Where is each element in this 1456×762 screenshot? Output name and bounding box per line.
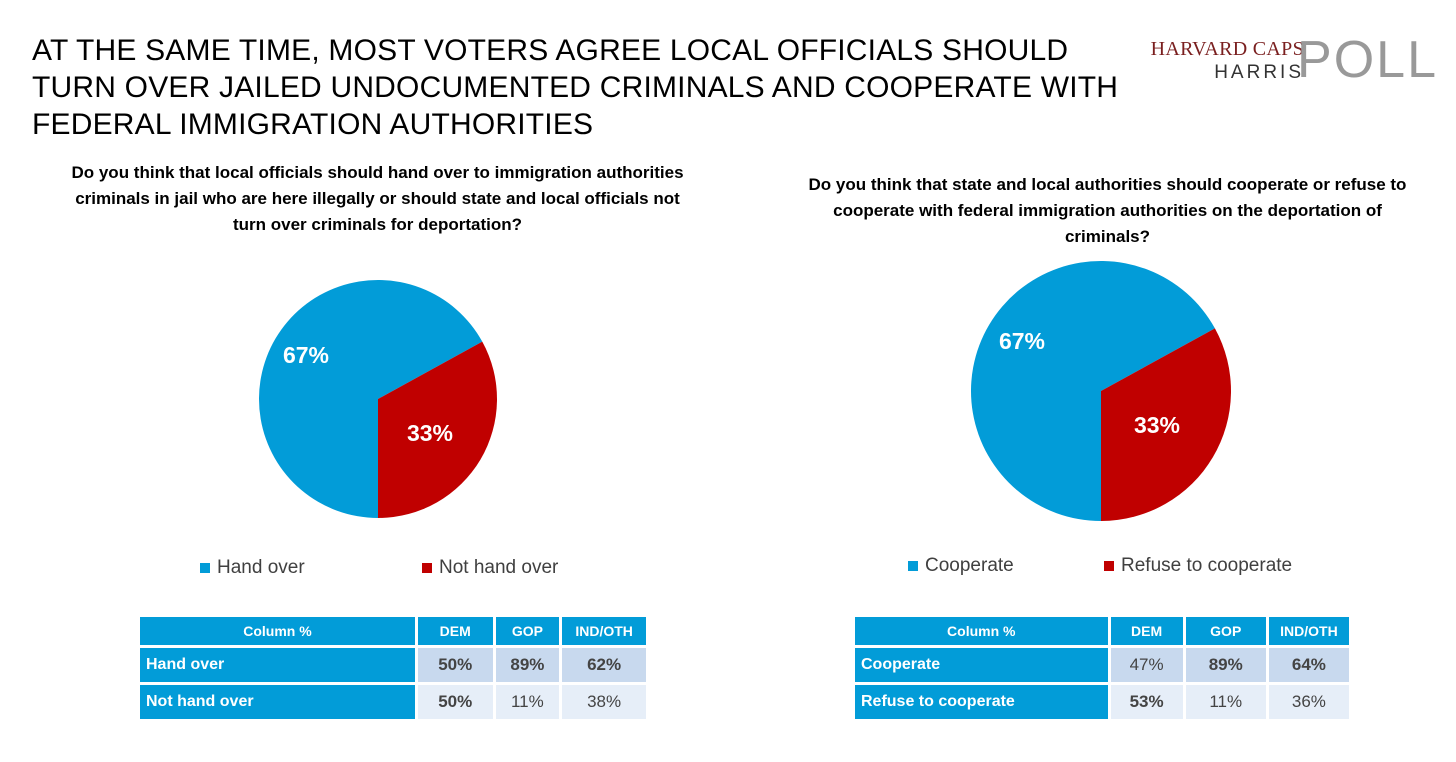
table-cell: 64% <box>1268 648 1349 682</box>
table-header: IND/OTH <box>562 617 646 645</box>
left-crosstab-table: Column % DEM GOP IND/OTH Hand over 50% 8… <box>137 614 649 722</box>
pie-slice-not-hand-over <box>378 341 497 518</box>
legend-label: Hand over <box>217 557 305 578</box>
right-legend: Cooperate Refuse to cooperate <box>908 555 1328 579</box>
pie-slice-cooperate <box>971 261 1215 521</box>
table-cell: 36% <box>1268 685 1349 719</box>
data-label-refuse-to-cooperate: 33% <box>1134 412 1180 438</box>
legend-label: Cooperate <box>925 555 1014 576</box>
row-label: Refuse to cooperate <box>855 685 1108 719</box>
legend-swatch <box>422 563 432 573</box>
row-label: Cooperate <box>855 648 1108 682</box>
table-header: DEM <box>1110 617 1183 645</box>
right-crosstab-table: Column % DEM GOP IND/OTH Cooperate 47% 8… <box>852 614 1352 722</box>
data-label-hand-over: 67% <box>283 342 329 368</box>
table-cell: 50% <box>417 648 493 682</box>
table-cell: 62% <box>562 648 646 682</box>
right-question: Do you think that state and local author… <box>808 175 1407 246</box>
table-header: Column % <box>855 617 1108 645</box>
table-header: Column % <box>140 617 415 645</box>
harvard-caps-harris-poll-logo: HARVARD CAPS HARRIS POLL <box>1148 32 1438 88</box>
logo-line-2: HARRIS <box>1214 62 1304 83</box>
left-legend-item-2: Not hand over <box>422 557 558 579</box>
table-row: Cooperate 47% 89% 64% <box>855 648 1349 682</box>
table-cell: 11% <box>1185 685 1266 719</box>
data-label-not-hand-over: 33% <box>407 420 453 446</box>
legend-label: Refuse to cooperate <box>1121 555 1293 576</box>
left-pie-chart: 67% 33% <box>259 280 497 518</box>
table-cell: 53% <box>1110 685 1183 719</box>
table-header: DEM <box>417 617 493 645</box>
legend-label: Not hand over <box>439 557 559 578</box>
row-label: Hand over <box>140 648 415 682</box>
table-header: GOP <box>1185 617 1266 645</box>
pie-slice-refuse-to-cooperate <box>1101 328 1231 521</box>
legend-swatch <box>200 563 210 573</box>
right-pie-chart: 67% 33% <box>971 261 1231 521</box>
left-legend-item-1: Hand over <box>200 557 305 579</box>
legend-swatch <box>1104 561 1114 571</box>
data-label-cooperate: 67% <box>999 328 1045 354</box>
table-cell: 50% <box>417 685 493 719</box>
right-legend-item-1: Cooperate <box>908 555 1014 577</box>
left-question: Do you think that local officials should… <box>71 163 684 234</box>
left-legend: Hand over Not hand over <box>200 557 620 581</box>
table-row: Refuse to cooperate 53% 11% 36% <box>855 685 1349 719</box>
table-header: GOP <box>495 617 560 645</box>
table-row: Hand over 50% 89% 62% <box>140 648 646 682</box>
table-cell: 11% <box>495 685 560 719</box>
legend-swatch <box>908 561 918 571</box>
page-title: AT THE SAME TIME, MOST VOTERS AGREE LOCA… <box>32 34 1119 141</box>
table-header: IND/OTH <box>1268 617 1349 645</box>
right-legend-item-2: Refuse to cooperate <box>1104 555 1292 577</box>
table-cell: 89% <box>495 648 560 682</box>
pie-slice-hand-over <box>259 280 483 518</box>
table-cell: 47% <box>1110 648 1183 682</box>
table-cell: 38% <box>562 685 646 719</box>
table-row: Not hand over 50% 11% 38% <box>140 685 646 719</box>
table-cell: 89% <box>1185 648 1266 682</box>
logo-line-1: HARVARD CAPS <box>1150 38 1304 60</box>
row-label: Not hand over <box>140 685 415 719</box>
logo-line-3: POLL <box>1297 31 1438 89</box>
